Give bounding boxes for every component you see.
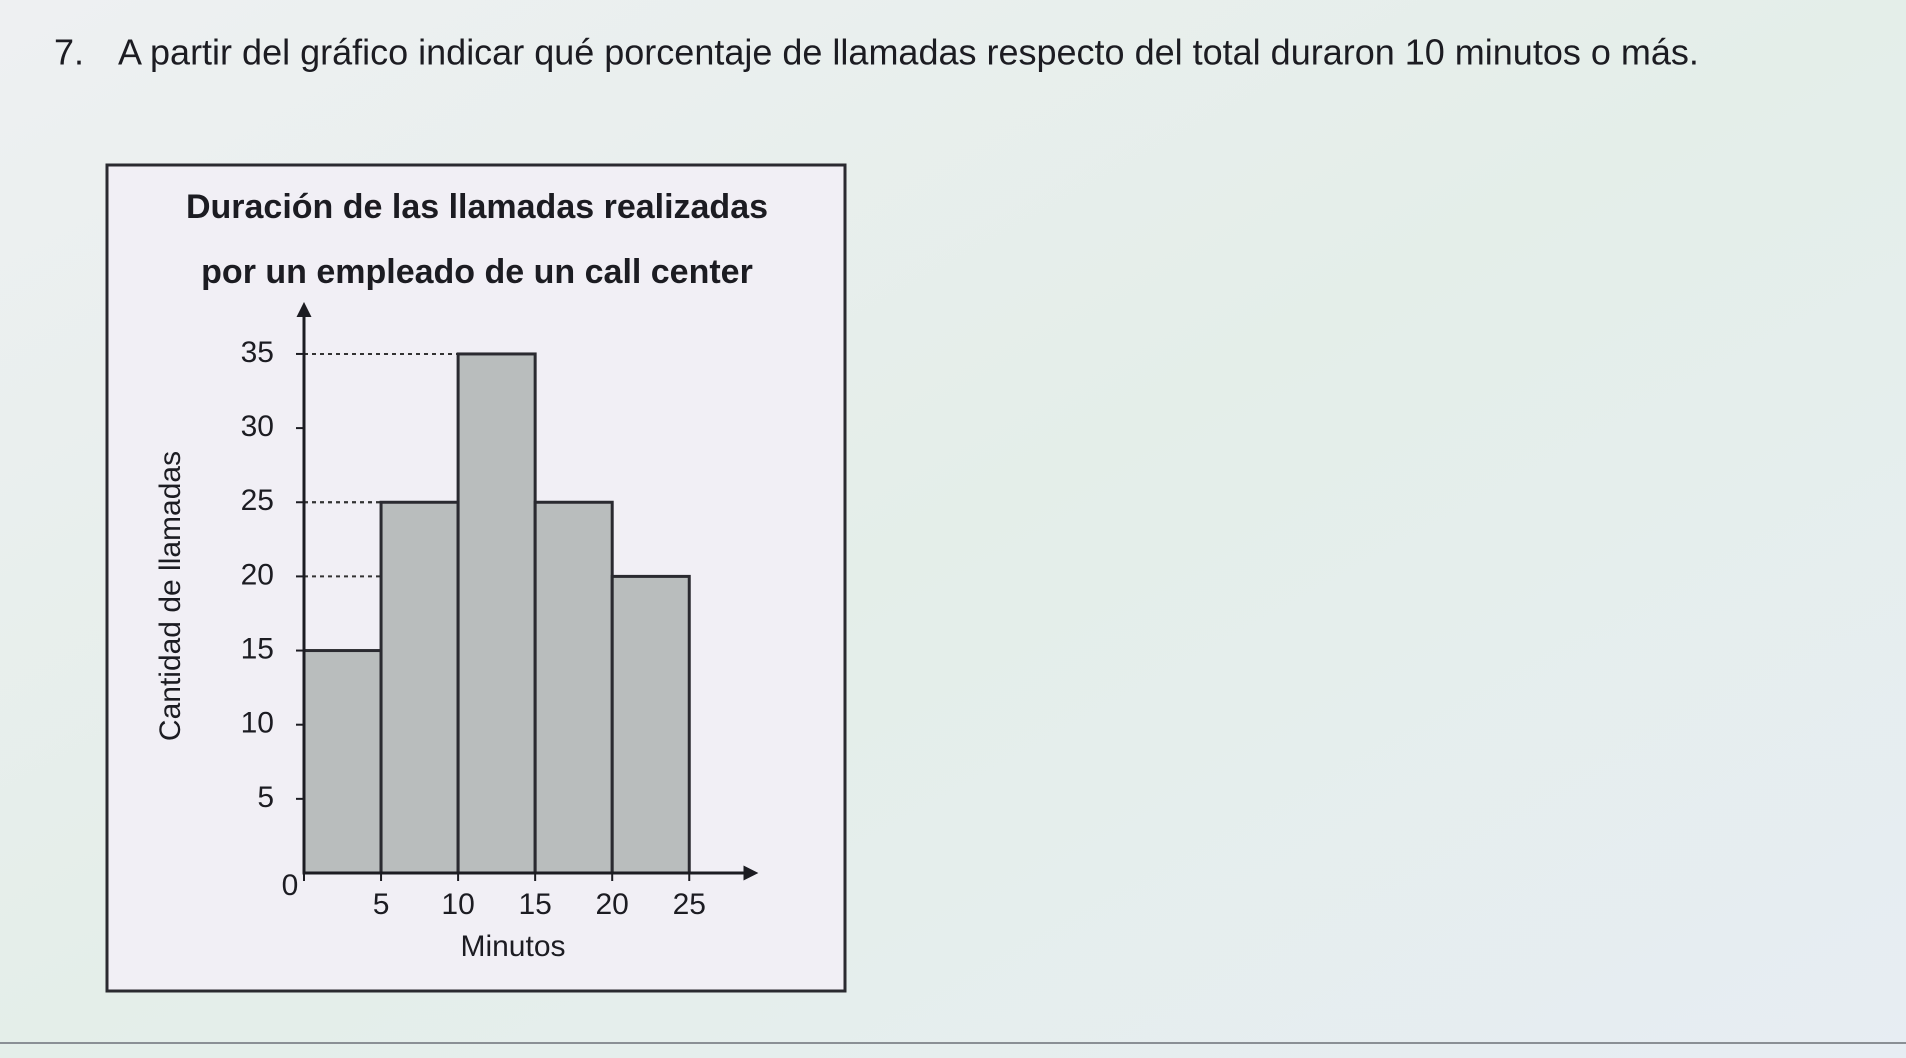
- chart-title: Duración de las llamadas realizadas: [186, 188, 768, 226]
- y-tick-label: 35: [241, 336, 274, 369]
- x-tick-label: 5: [373, 888, 390, 921]
- x-tick-label: 15: [518, 888, 551, 921]
- question-number: 7.: [54, 32, 84, 73]
- bar: [610, 574, 691, 875]
- y-tick-label: 10: [241, 707, 274, 740]
- y-tick-label: 30: [241, 410, 274, 443]
- y-tick-label: 20: [241, 558, 274, 591]
- y-tick-label: 25: [241, 484, 274, 517]
- x-axis-label: Minutos: [460, 930, 565, 963]
- x-tick-label: 25: [673, 888, 706, 921]
- chart-title: por un empleado de un call center: [201, 253, 753, 291]
- y-axis-label: Cantidad de llamadas: [154, 451, 187, 741]
- x-tick-label: 0: [282, 869, 299, 902]
- x-tick-label: 20: [596, 888, 629, 921]
- y-tick-label: 5: [257, 781, 274, 814]
- bar: [456, 352, 537, 875]
- y-tick-label: 15: [241, 632, 274, 665]
- bar: [379, 500, 460, 875]
- bar: [302, 649, 383, 875]
- x-tick-label: 10: [441, 888, 474, 921]
- bar: [533, 500, 614, 875]
- question-text: A partir del gráfico indicar qué porcent…: [118, 32, 1699, 73]
